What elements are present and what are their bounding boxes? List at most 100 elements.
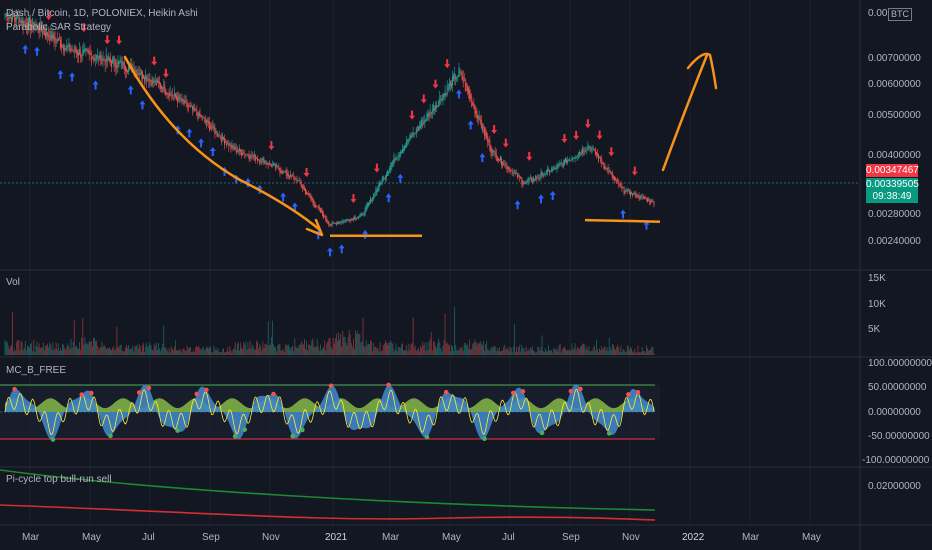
volume-bar [300, 341, 302, 355]
candle-body [594, 148, 596, 155]
candle-body [428, 115, 430, 117]
candle-body [42, 30, 44, 32]
volume-bar [282, 348, 284, 355]
candle-body [519, 175, 521, 178]
candle-body [302, 186, 304, 189]
volume-bar [15, 351, 17, 355]
volume-bar [602, 349, 604, 355]
volume-bar [64, 348, 66, 355]
volume-bar [209, 346, 210, 355]
volume-bar [265, 344, 267, 355]
candle-body [439, 96, 441, 104]
volume-tick: 10K [868, 299, 886, 310]
volume-bar [45, 345, 46, 355]
volume-bar [356, 333, 358, 355]
candle-body [595, 151, 597, 156]
volume-bar [650, 349, 652, 355]
volume-bar [452, 346, 453, 355]
volume-bar [306, 340, 307, 355]
candle-body [246, 154, 248, 155]
volume-title[interactable]: Vol [6, 277, 20, 288]
volume-bar [16, 341, 18, 355]
volume-bar [506, 348, 508, 355]
candle-body [507, 166, 509, 170]
candle-body [653, 201, 655, 206]
volume-bar [388, 342, 390, 355]
candle-body [546, 168, 548, 173]
volume-bar [172, 350, 174, 355]
candle-body [354, 216, 355, 220]
candle-body [416, 130, 418, 132]
volume-bar [425, 350, 427, 355]
volume-bar [609, 347, 611, 355]
volume-bar [477, 342, 479, 355]
candle-body [192, 106, 193, 111]
candle-body [572, 158, 574, 160]
volume-bar [168, 348, 170, 355]
candle-body [142, 72, 143, 79]
volume-bar [601, 345, 603, 355]
candle-body [577, 154, 579, 157]
candle-body [573, 157, 575, 159]
price-tick: 0.00 [868, 8, 888, 19]
candle-body [229, 144, 231, 146]
buy-signal-arrow [92, 80, 99, 90]
volume-bar [512, 346, 514, 355]
volume-bar [524, 352, 526, 355]
candle-body [649, 199, 651, 203]
candle-body [560, 162, 562, 164]
volume-bar [286, 345, 288, 355]
candle-body [198, 111, 200, 116]
sell-signal-arrow [116, 35, 123, 45]
candle-body [538, 177, 540, 179]
candle-body [584, 151, 586, 152]
volume-bar [133, 351, 135, 355]
volume-bar [215, 347, 217, 355]
volume-bar [508, 350, 510, 355]
volume-bar [211, 351, 213, 355]
candle-body [448, 83, 450, 89]
volume-bar [167, 351, 169, 355]
candle-body [465, 85, 467, 87]
downtrend-arrow-line [123, 55, 322, 232]
volume-bar [511, 352, 513, 355]
candle-body [381, 178, 383, 184]
candle-body [293, 175, 295, 177]
candle-body [213, 126, 215, 130]
volume-bar [546, 351, 548, 355]
candle-body [367, 202, 369, 207]
mc-signal-dot [635, 389, 641, 395]
pi-title[interactable]: Pi-cycle top bull-run sell [6, 474, 112, 485]
candle-body [308, 192, 310, 195]
candle-body [337, 222, 338, 224]
candle-body [176, 95, 178, 100]
candle-body [18, 17, 20, 27]
volume-bar [649, 349, 651, 355]
volume-bar [67, 343, 69, 355]
volume-bar [127, 347, 128, 355]
candle-body [399, 151, 401, 156]
volume-bar [442, 346, 444, 355]
candle-body [205, 120, 207, 124]
volume-bar [593, 345, 595, 355]
candle-body [49, 35, 51, 42]
breakout-arrow-head [686, 52, 718, 90]
strategy-label[interactable]: Parabolic SAR Strategy [6, 22, 112, 33]
volume-bar [407, 351, 409, 355]
volume-bar [525, 346, 527, 355]
candle-body [530, 178, 532, 182]
volume-bar [393, 351, 395, 355]
candle-body [71, 49, 73, 51]
buy-signal-arrow [467, 120, 474, 130]
candle-body [414, 133, 416, 135]
mc-title[interactable]: MC_B_FREE [6, 365, 67, 376]
candle-body [612, 175, 614, 178]
candle-body [34, 26, 36, 28]
candle-body [627, 189, 629, 191]
volume-bar [459, 347, 461, 355]
candle-body [5, 14, 7, 15]
candle-body [345, 219, 347, 222]
sell-signal-arrow [409, 110, 416, 120]
candle-body [578, 151, 580, 156]
